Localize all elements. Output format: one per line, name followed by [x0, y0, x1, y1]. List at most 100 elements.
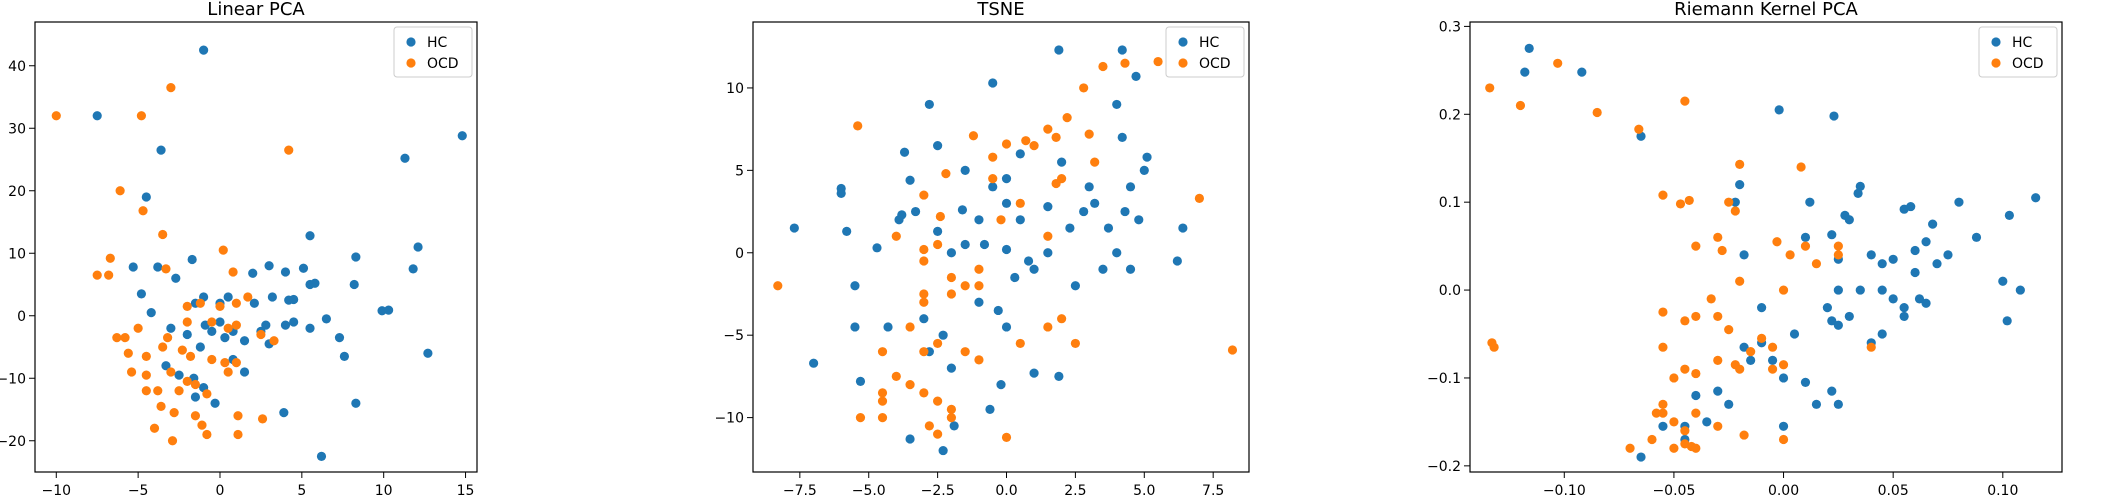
point-ocd [877, 388, 888, 398]
point-hc [215, 317, 225, 327]
point-ocd [877, 396, 888, 406]
point-ocd [933, 239, 943, 250]
legend-marker-ocd [1991, 58, 2001, 68]
point-ocd [933, 338, 943, 349]
point-ocd [166, 83, 176, 93]
point-ocd [773, 281, 783, 291]
point-hc [850, 322, 860, 332]
point-ocd [1757, 333, 1767, 344]
point-ocd [1153, 56, 1163, 67]
point-ocd [141, 386, 151, 396]
point-ocd [1647, 434, 1657, 445]
point-ocd [919, 190, 929, 200]
point-hc [2002, 316, 2012, 326]
point-ocd [905, 322, 915, 332]
point-ocd [1043, 322, 1053, 332]
point-ocd [1739, 430, 1749, 440]
point-ocd [1669, 373, 1679, 383]
legend-marker-hc [1991, 37, 2001, 47]
point-hc [1971, 232, 1982, 242]
point-ocd [182, 317, 192, 327]
point-hc [457, 131, 467, 141]
point-hc [1800, 377, 1811, 387]
point-hc [1029, 264, 1039, 274]
point-ocd [1772, 237, 1782, 247]
point-hc [957, 205, 968, 215]
point-hc [289, 294, 299, 305]
point-ocd [988, 173, 998, 184]
point-ocd [1658, 342, 1668, 352]
point-hc [1023, 256, 1034, 266]
point-hc [1577, 67, 1587, 77]
point-hc [946, 248, 957, 258]
point-ocd [1778, 434, 1789, 445]
point-hc [2031, 193, 2041, 203]
point-ocd [195, 298, 205, 308]
point-ocd [231, 298, 241, 308]
point-hc [1899, 204, 1909, 214]
y-tick-label: 0.0 [1439, 283, 1461, 299]
point-ocd [197, 420, 207, 430]
point-ocd [1735, 159, 1745, 169]
point-ocd [1691, 368, 1701, 379]
point-ocd [112, 333, 122, 343]
point-hc [1103, 223, 1114, 233]
y-tick-label: 0.1 [1439, 195, 1461, 211]
point-ocd [115, 186, 125, 196]
point-hc [321, 314, 331, 324]
point-hc [1914, 294, 1925, 304]
point-hc [249, 298, 259, 308]
points-layer [1485, 43, 2041, 462]
point-hc [960, 239, 970, 250]
point-hc [993, 305, 1003, 316]
point-hc [1658, 421, 1668, 431]
chart-title: Linear PCA [207, 0, 305, 20]
x-tick-label: −5 [128, 483, 149, 499]
point-hc [899, 147, 910, 157]
legend-label-hc: HC [427, 35, 448, 51]
point-hc [1010, 272, 1020, 283]
point-hc [1125, 264, 1136, 274]
point-ocd [269, 336, 279, 346]
point-hc [1822, 303, 1832, 313]
point-hc [946, 363, 957, 373]
point-ocd [228, 267, 238, 277]
x-tick-label: 15 [457, 483, 475, 499]
point-ocd [223, 367, 233, 377]
point-ocd [104, 270, 114, 280]
point-hc [1134, 215, 1144, 225]
point-ocd [1057, 173, 1067, 184]
point-ocd [933, 396, 943, 406]
point-hc [182, 329, 192, 340]
legend: HC OCD [1165, 26, 1245, 78]
point-ocd [968, 131, 979, 141]
point-ocd [256, 329, 266, 340]
point-ocd [92, 270, 102, 280]
point-hc [305, 323, 315, 333]
point-hc [1054, 371, 1064, 381]
point-ocd [136, 111, 147, 121]
point-ocd [1796, 162, 1806, 172]
point-ocd [905, 380, 915, 390]
point-ocd [1194, 193, 1204, 203]
point-ocd [1625, 443, 1635, 453]
point-ocd [167, 436, 178, 446]
point-ocd [919, 244, 929, 255]
point-hc [1811, 399, 1822, 409]
point-ocd [1746, 346, 1756, 357]
subplot-3: Riemann Kernel PCA−0.10 −0.05 0.00 0.05 0.10… [1427, 0, 2063, 499]
point-ocd [946, 272, 957, 283]
point-ocd [891, 231, 901, 241]
point-hc [1098, 264, 1108, 274]
point-hc [1739, 250, 1749, 260]
axes-frame [34, 21, 478, 473]
point-ocd [141, 351, 151, 361]
point-hc [1877, 285, 1887, 295]
point-hc [1065, 223, 1075, 233]
x-tick-label: 10 [375, 483, 393, 499]
point-ocd [1051, 132, 1061, 142]
subplot-2: TSNE −7.5 −5.0 −2.5 0.0 2.5 5.0 7.5 −10 −5 0 5 10 HC O… [714, 0, 1250, 499]
point-hc [988, 182, 998, 192]
point-hc [1833, 285, 1843, 295]
point-hc [1888, 254, 1898, 264]
